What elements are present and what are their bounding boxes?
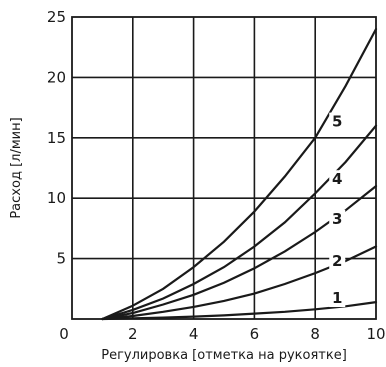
series-label-bg	[329, 170, 346, 189]
series-line-1	[101, 301, 378, 321]
series-label-bg	[329, 209, 346, 228]
x-tick-label: 0	[59, 325, 69, 343]
series-label-1: 1	[332, 289, 342, 307]
plot-frame	[71, 16, 377, 320]
series-label-5: 5	[332, 113, 342, 131]
y-tick-label: 5	[56, 250, 66, 268]
y-tick-label: 25	[47, 8, 66, 26]
x-tick-label: 8	[310, 325, 320, 343]
x-tick-label: 4	[189, 325, 199, 343]
y-tick-label: 15	[47, 129, 66, 147]
x-tick-label: 6	[250, 325, 260, 343]
series-label-bg	[329, 112, 346, 131]
y-axis-title: Расход [л/мин]	[9, 117, 24, 218]
series-line-5	[101, 28, 378, 321]
x-tick-label: 2	[128, 325, 138, 343]
x-tick-label: 10	[366, 325, 385, 343]
curve-labels: 1 2 3 4 5	[329, 112, 346, 308]
x-axis-title: Регулировка [отметка на рукоятке]	[101, 348, 347, 363]
grid	[72, 17, 376, 319]
series-label-4: 4	[332, 170, 342, 188]
y-tick-label: 10	[47, 189, 66, 207]
y-tick-label: 20	[47, 68, 66, 86]
series-label-bg	[329, 289, 346, 308]
series-label-bg	[329, 251, 346, 270]
series-label-2: 2	[332, 252, 342, 270]
series-label-3: 3	[332, 210, 342, 228]
